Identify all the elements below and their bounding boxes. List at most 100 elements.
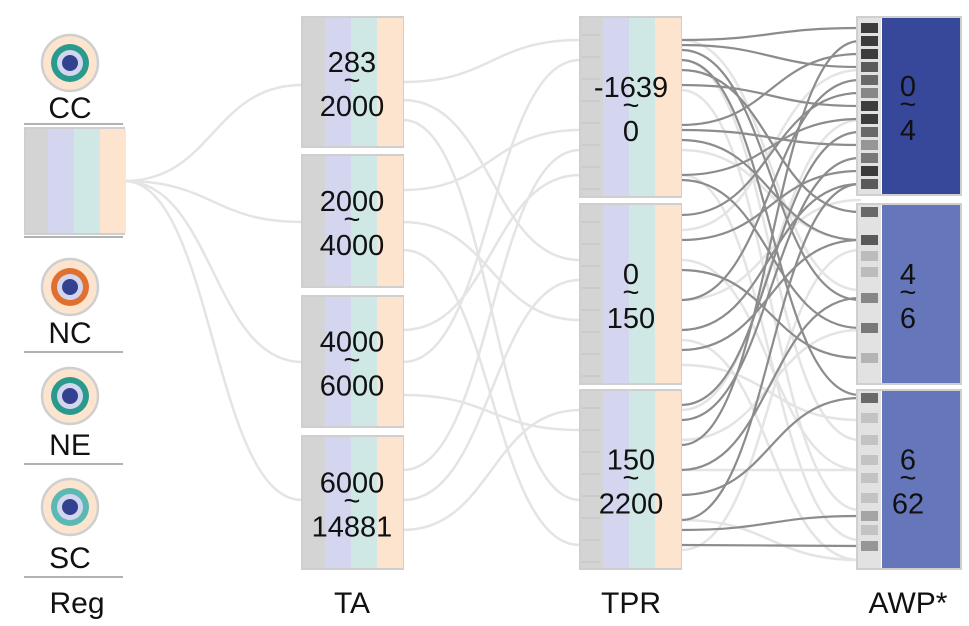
- flow-line: [679, 198, 862, 302]
- tpr-bin-1-stripe: [655, 18, 681, 196]
- flow-line: [679, 182, 862, 522]
- awp-bin-1-low: 0: [900, 71, 916, 103]
- ta-bin-2-stripe: [377, 156, 403, 286]
- region-nc-label: NC: [48, 317, 91, 350]
- ta-bin-3-high: 6000: [320, 371, 385, 403]
- flow-line: [679, 363, 862, 422]
- region-ec-box-stripe: [48, 129, 74, 233]
- awp-bin-3-high: 62: [892, 489, 924, 521]
- flow-line: [679, 117, 862, 177]
- awp-bin-3-fill: [882, 391, 960, 568]
- region-nc: NC: [24, 257, 123, 353]
- tpr-bin-1-stripe: [603, 18, 629, 196]
- ta-bin-4-stripe: [377, 437, 403, 568]
- flow-line: [679, 514, 862, 532]
- awp-bin-1-sep: ~: [900, 89, 917, 121]
- flow-line: [401, 58, 582, 364]
- tpr-bin-3-high: 2200: [599, 489, 664, 521]
- tpr-bin-3-sep: ~: [623, 463, 640, 495]
- flow-line: [679, 78, 862, 302]
- awp-bin-2-cell: [861, 323, 878, 333]
- flow-line: [679, 178, 862, 330]
- region-ne: NE: [24, 366, 123, 465]
- awp-bin-1-cell: [861, 166, 878, 176]
- ta-bin-2-sep: ~: [344, 204, 361, 236]
- awp-bin-2-high: 6: [900, 303, 916, 335]
- awp-bin-2-cell: [861, 353, 878, 363]
- flow-line: [679, 296, 862, 472]
- ta-bin-4: 6000~14881: [301, 435, 404, 570]
- region-ec-box: [24, 127, 126, 235]
- awp-bin-3-cell: [861, 455, 878, 465]
- ta-bin-1-sep: ~: [344, 65, 361, 97]
- flow-line: [679, 38, 862, 292]
- tpr-bin-1: -1639~0: [579, 16, 682, 198]
- flow-line: [679, 128, 862, 147]
- region-sc-glyph-core: [62, 499, 78, 515]
- ta-bin-3-stripe: [351, 297, 377, 426]
- ta-bin-3-low: 4000: [320, 327, 385, 359]
- region-ne-glyph-core: [62, 388, 78, 404]
- ta-bin-3-sep: ~: [344, 345, 361, 377]
- flow-line: [679, 173, 862, 542]
- flow-line: [401, 248, 582, 547]
- tpr-bin-1-sep: ~: [623, 90, 640, 122]
- flow-line: [401, 38, 582, 84]
- awp-bin-3-cell: [861, 511, 878, 521]
- tpr-bin-1-stripe: [629, 18, 655, 196]
- tpr-bin-2-stripe: [629, 205, 655, 383]
- ta-bin-1-high: 2000: [320, 91, 385, 123]
- awp-bin-2-cell: [861, 267, 878, 277]
- flows-light-layer: [122, 38, 862, 562]
- flow-line: [401, 173, 582, 332]
- ta-bin-1-low: 283: [328, 47, 376, 79]
- awp-bin-2: 4~6: [856, 203, 962, 385]
- ta-bin-2-low: 2000: [320, 186, 385, 218]
- flow-line: [679, 156, 862, 422]
- awp-bin-1-cell: [861, 140, 878, 150]
- tpr-bin-1-low: -1639: [594, 72, 668, 104]
- awp-bin-1-fill: [882, 18, 960, 194]
- flow-line: [401, 220, 582, 322]
- axis-label-awp: AWP*: [869, 587, 948, 620]
- flow-line: [679, 88, 862, 512]
- flow-line: [122, 179, 304, 364]
- ta-bin-2-stripe: [351, 156, 377, 286]
- awp-bin-2-low: 4: [900, 259, 916, 291]
- flow-line: [679, 52, 862, 127]
- flow-line: [679, 169, 862, 242]
- awp-bin-1: 0~4: [856, 16, 962, 196]
- ta-bin-4-sep: ~: [344, 486, 361, 518]
- flow-line: [122, 179, 304, 502]
- flow-line: [679, 83, 862, 108]
- tpr-bin-3-stripe: [581, 391, 603, 568]
- nodes-layer: CCECNCNESC283~20002000~40004000~60006000…: [24, 16, 962, 578]
- awp-bin-3-cell: [861, 435, 878, 445]
- tpr-bin-2-high: 150: [607, 303, 655, 335]
- awp-bin-1-cell: [861, 75, 878, 85]
- tpr-bin-1-high: 0: [623, 116, 639, 148]
- flow-line: [679, 238, 862, 352]
- tpr-bin-3-stripe: [603, 391, 629, 568]
- region-ne-label: NE: [49, 429, 91, 462]
- flow-line: [679, 396, 862, 497]
- awp-bin-1-cell: [861, 101, 878, 111]
- region-cc-label: CC: [48, 92, 91, 125]
- ta-bin-1-stripe: [377, 18, 403, 146]
- ta-bin-3-stripe: [377, 297, 403, 426]
- flow-line: [679, 268, 862, 360]
- awp-bin-2-cell: [861, 293, 878, 303]
- region-sc-label: SC: [49, 542, 91, 575]
- tpr-bin-2-sep: ~: [623, 277, 640, 309]
- awp-bin-3-cell: [861, 473, 878, 483]
- region-ec-box-stripe: [100, 129, 126, 233]
- awp-bin-1-cell: [861, 114, 878, 124]
- ta-bin-4-stripe: [351, 437, 377, 568]
- awp-bin-1-cell: [861, 36, 878, 46]
- axis-label-ta: TA: [334, 587, 370, 620]
- awp-bin-3-low: 6: [900, 445, 916, 477]
- ta-bin-2: 2000~4000: [301, 154, 404, 288]
- region-sc: SC: [24, 477, 123, 578]
- axis-label-tpr: TPR: [601, 587, 661, 620]
